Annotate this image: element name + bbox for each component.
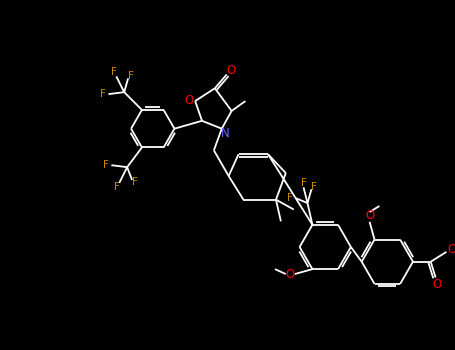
Text: F: F <box>114 182 120 192</box>
Text: O: O <box>432 278 441 291</box>
Text: F: F <box>100 89 106 99</box>
Text: F: F <box>301 178 307 188</box>
Text: F: F <box>111 68 117 77</box>
Text: O: O <box>185 93 194 107</box>
Text: F: F <box>287 193 293 203</box>
Text: F: F <box>312 182 317 192</box>
Text: N: N <box>221 127 230 140</box>
Text: O: O <box>285 267 294 281</box>
Text: F: F <box>128 71 134 82</box>
Text: F: F <box>102 160 108 170</box>
Text: O: O <box>226 64 235 77</box>
Text: O: O <box>448 243 455 257</box>
Text: F: F <box>132 177 138 187</box>
Text: O: O <box>365 209 374 222</box>
